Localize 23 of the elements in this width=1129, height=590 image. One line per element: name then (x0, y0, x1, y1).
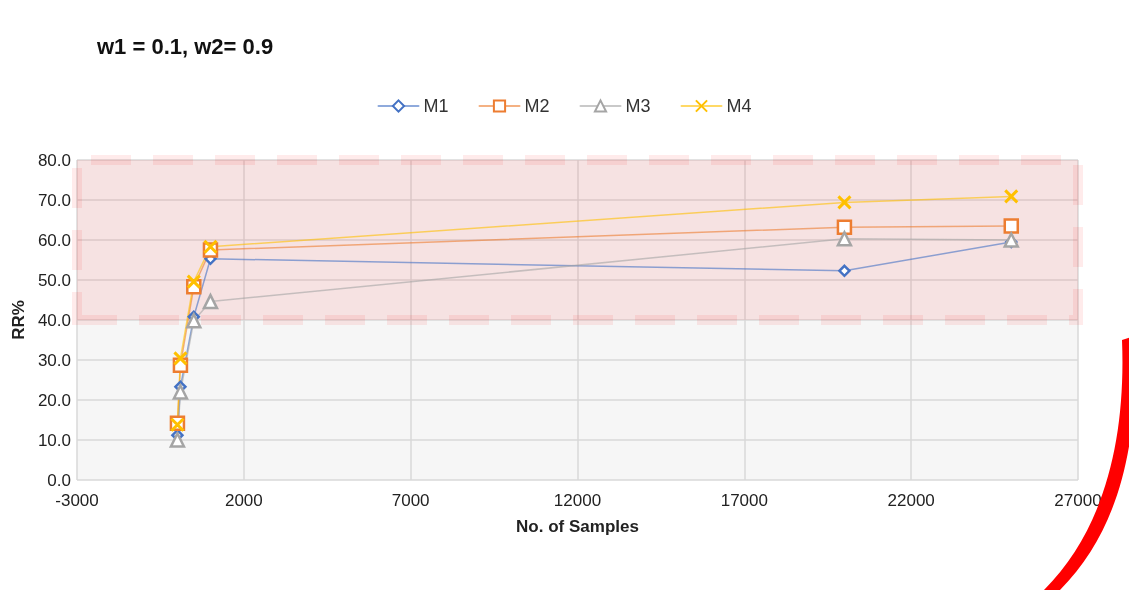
y-tick-label: 30.0 (37, 350, 71, 370)
y-tick-label: 50.0 (37, 270, 71, 290)
x-tick-label: -3000 (55, 491, 99, 510)
legend-label: M3 (625, 96, 651, 116)
x-tick-label: 27000 (1054, 491, 1102, 510)
y-axis-title: RR% (9, 300, 29, 340)
y-tick-label: 70.0 (37, 190, 71, 210)
x-tick-label: 17000 (720, 491, 768, 510)
legend-label: M1 (423, 96, 449, 116)
x-tick-label: 7000 (391, 491, 430, 510)
y-tick-label: 10.0 (37, 430, 71, 450)
y-tick-label: 20.0 (37, 390, 71, 410)
x-tick-label: 12000 (553, 491, 602, 510)
y-tick-label: 40.0 (37, 310, 71, 330)
x-tick-label: 2000 (224, 491, 263, 510)
y-tick-label: 0.0 (47, 470, 71, 490)
y-tick-label: 60.0 (37, 230, 71, 250)
y-tick-label: 80.0 (37, 150, 71, 170)
x-axis-title: No. of Samples (516, 517, 639, 536)
legend-label: M4 (726, 96, 752, 116)
chart-title: w1 = 0.1, w2= 0.9 (96, 33, 274, 59)
x-tick-label: 22000 (887, 491, 935, 510)
legend-label: M2 (524, 96, 550, 116)
